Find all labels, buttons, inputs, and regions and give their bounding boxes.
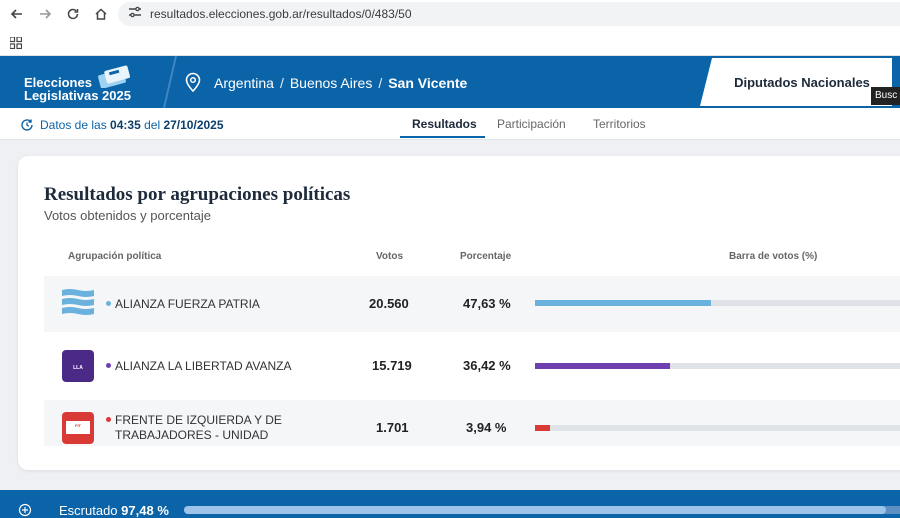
- table-row[interactable]: [44, 400, 900, 446]
- party-color-dot: [106, 363, 111, 368]
- ballot-logo-icon: [95, 64, 133, 93]
- party-votes: 1.701: [376, 420, 409, 435]
- vote-bar-fill: [535, 300, 712, 306]
- vote-bar-track: [535, 363, 900, 369]
- active-tab-indicator: [400, 136, 485, 138]
- party-name: ALIANZA FUERZA PATRIA: [115, 297, 260, 311]
- update-date: 27/10/2025: [163, 118, 224, 132]
- update-mid: del: [144, 118, 161, 132]
- party-percent: 36,42 %: [463, 358, 511, 373]
- last-update: Datos de las 04:35 del 27/10/2025: [40, 118, 224, 132]
- scrutiny-label: Escrutado 97,48 %: [59, 503, 169, 518]
- party-color-dot: [106, 417, 111, 422]
- location-pin-icon: [184, 72, 202, 97]
- browser-toolbar: resultados.elecciones.gob.ar/resultados/…: [0, 0, 900, 28]
- party-name: FRENTE DE IZQUIERDA Y DE TRABAJADORES - …: [115, 413, 282, 442]
- header-party: Agrupación política: [68, 251, 162, 262]
- scrutiny-footer: Escrutado 97,48 %: [0, 490, 900, 518]
- breadcrumb-district: San Vicente: [388, 75, 468, 91]
- scrutiny-progress-fill: [184, 506, 886, 514]
- header-percent: Porcentaje: [460, 251, 512, 262]
- scrutiny-value: 97,48 %: [121, 503, 169, 518]
- update-time: 04:35: [110, 118, 141, 132]
- refresh-clock-icon: [20, 118, 34, 137]
- url-text: resultados.elecciones.gob.ar/resultados/…: [150, 7, 412, 21]
- party-logo-fuerza-patria: [62, 288, 94, 316]
- breadcrumb-separator: /: [378, 75, 383, 91]
- header-bar: Barra de votos (%): [729, 251, 818, 262]
- sub-navigation: Datos de las 04:35 del 27/10/2025 Result…: [0, 108, 900, 140]
- results-title: Resultados por agrupaciones políticas: [44, 184, 351, 205]
- results-subtitle: Votos obtenidos y porcentaje: [44, 208, 211, 223]
- party-color-dot: [106, 301, 111, 306]
- home-icon[interactable]: [91, 4, 111, 24]
- tab-participacion[interactable]: Participación: [497, 117, 566, 131]
- vote-bar-track: [535, 300, 900, 306]
- vote-bar-fill: [535, 425, 550, 431]
- tab-territorios[interactable]: Territorios: [593, 117, 646, 131]
- plus-circle-icon[interactable]: [18, 503, 32, 518]
- scrutiny-progress-track: [184, 506, 900, 514]
- tab-resultados[interactable]: Resultados: [412, 117, 477, 131]
- breadcrumb-country[interactable]: Argentina: [214, 75, 274, 91]
- site-info-icon[interactable]: [128, 5, 142, 23]
- address-bar[interactable]: resultados.elecciones.gob.ar/resultados/…: [118, 2, 900, 26]
- back-arrow-icon[interactable]: [7, 4, 27, 24]
- vote-bar-track: [535, 425, 900, 431]
- breadcrumb-province[interactable]: Buenos Aires: [289, 75, 373, 91]
- brand-logo-text[interactable]: Elecciones Legislativas 2025: [24, 76, 131, 102]
- party-name: ALIANZA LA LIBERTAD AVANZA: [115, 359, 292, 373]
- scrutiny-text: Escrutado: [59, 503, 118, 518]
- party-logo-libertad-avanza: LLA: [62, 350, 94, 382]
- header-divider: [160, 55, 180, 113]
- bookmarks-bar: [0, 28, 900, 56]
- brand-line2: Legislativas 2025: [24, 88, 131, 103]
- party-votes: 20.560: [369, 296, 409, 311]
- apps-grid-icon[interactable]: [9, 36, 23, 54]
- header-votes: Votos: [376, 251, 404, 262]
- forward-arrow-icon[interactable]: [35, 4, 55, 24]
- reload-icon[interactable]: [63, 4, 83, 24]
- update-prefix: Datos de las: [40, 118, 107, 132]
- vote-bar-fill: [535, 363, 670, 369]
- party-percent: 47,63 %: [463, 296, 511, 311]
- party-logo-frente-izquierda: FIT: [62, 412, 94, 444]
- svg-text:FIT: FIT: [75, 423, 82, 428]
- category-selector[interactable]: Diputados Nacionales: [700, 58, 892, 106]
- svg-text:LLA: LLA: [73, 365, 83, 371]
- party-percent: 3,94 %: [466, 420, 507, 435]
- party-votes: 15.719: [372, 358, 412, 373]
- breadcrumb: Argentina / Buenos Aires / San Vicente: [214, 75, 467, 91]
- search-tooltip: Busc: [871, 87, 900, 105]
- breadcrumb-separator: /: [279, 75, 284, 91]
- brand-line1: Elecciones: [24, 75, 92, 90]
